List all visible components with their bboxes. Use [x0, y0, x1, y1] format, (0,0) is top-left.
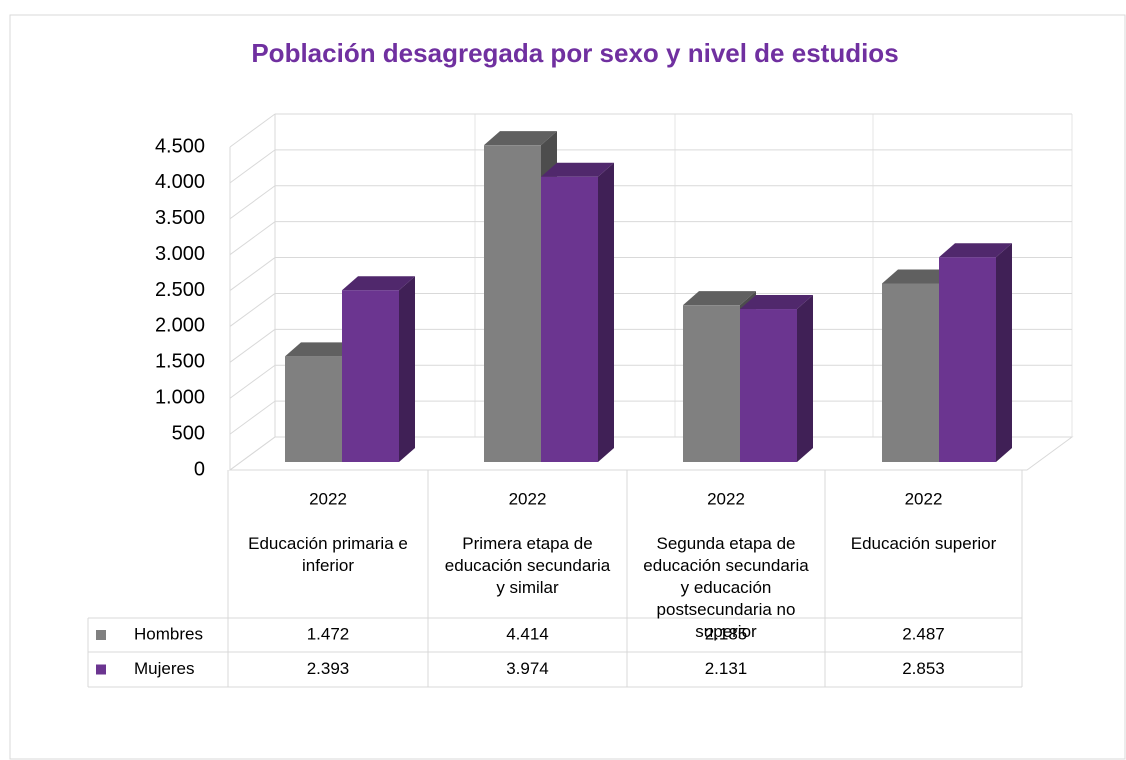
legend-label: Mujeres [134, 659, 194, 678]
bar-front [740, 309, 797, 462]
bar [740, 295, 813, 462]
y-tick-label: 4.500 [155, 135, 205, 157]
y-tick-label: 2.000 [155, 315, 205, 337]
chart-title: Población desagregada por sexo y nivel d… [251, 38, 898, 68]
bar-side [399, 276, 415, 462]
grid-line [229, 149, 276, 184]
grid-line [229, 257, 276, 291]
y-tick-label: 1.500 [155, 351, 205, 373]
bar [541, 162, 614, 462]
y-tick-label: 3.500 [155, 207, 205, 229]
grid-line [229, 400, 276, 435]
bar-top [484, 131, 557, 146]
grid-line [229, 436, 276, 471]
bar-front [683, 305, 740, 462]
x-group-label: 2022 [707, 489, 745, 508]
bar-top [683, 291, 756, 306]
grid-line [229, 293, 276, 327]
legend-swatch [96, 664, 106, 675]
bar-top [740, 295, 813, 310]
bar-front [939, 257, 996, 462]
grid-line [229, 185, 276, 220]
bar [342, 276, 415, 462]
bar-top [939, 243, 1012, 258]
data-label: 2.131 [705, 659, 748, 678]
data-label: 2.393 [307, 659, 350, 678]
data-label: 2.853 [902, 659, 945, 678]
bar [939, 243, 1012, 462]
bar-side [598, 162, 614, 462]
x-group-label: 2022 [509, 489, 547, 508]
x-tick-label: Educación superior [851, 534, 997, 553]
x-tick-label: Primera etapa de educación secundaria y si… [445, 534, 611, 597]
y-tick-label: 1.000 [155, 387, 205, 409]
bar-front [342, 290, 399, 462]
bar-side [996, 243, 1012, 462]
legend-label: Hombres [134, 624, 203, 643]
y-tick-label: 3.000 [155, 243, 205, 265]
bar-front [882, 283, 939, 462]
grid-line [229, 113, 276, 148]
y-tick-label: 4.000 [155, 171, 205, 193]
data-label: 2.185 [705, 624, 748, 643]
y-tick-label: 0 [194, 458, 205, 480]
grid-line [229, 364, 276, 399]
data-label: 4.414 [506, 624, 549, 643]
bar-front [541, 176, 598, 462]
legend-swatch [96, 630, 106, 640]
y-tick-label: 500 [172, 422, 205, 444]
x-tick-label: Segunda etapa de educación secundaria y ed… [643, 534, 809, 641]
grid-line [229, 221, 276, 256]
bar-top [285, 342, 358, 357]
data-label: 3.974 [506, 659, 549, 678]
x-group-label: 2022 [309, 489, 347, 508]
data-label: 2.487 [902, 624, 945, 643]
bar-front [484, 145, 541, 462]
y-tick-label: 2.500 [155, 279, 205, 301]
bar-top [882, 269, 955, 284]
bar-top [342, 276, 415, 291]
data-label: 1.472 [307, 624, 350, 643]
grid-line [229, 328, 276, 363]
bar-side [797, 295, 813, 462]
x-group-label: 2022 [905, 489, 943, 508]
bar-top [541, 162, 614, 177]
x-tick-label: Educación primaria e inferior [248, 534, 408, 575]
bar-front [285, 356, 342, 462]
